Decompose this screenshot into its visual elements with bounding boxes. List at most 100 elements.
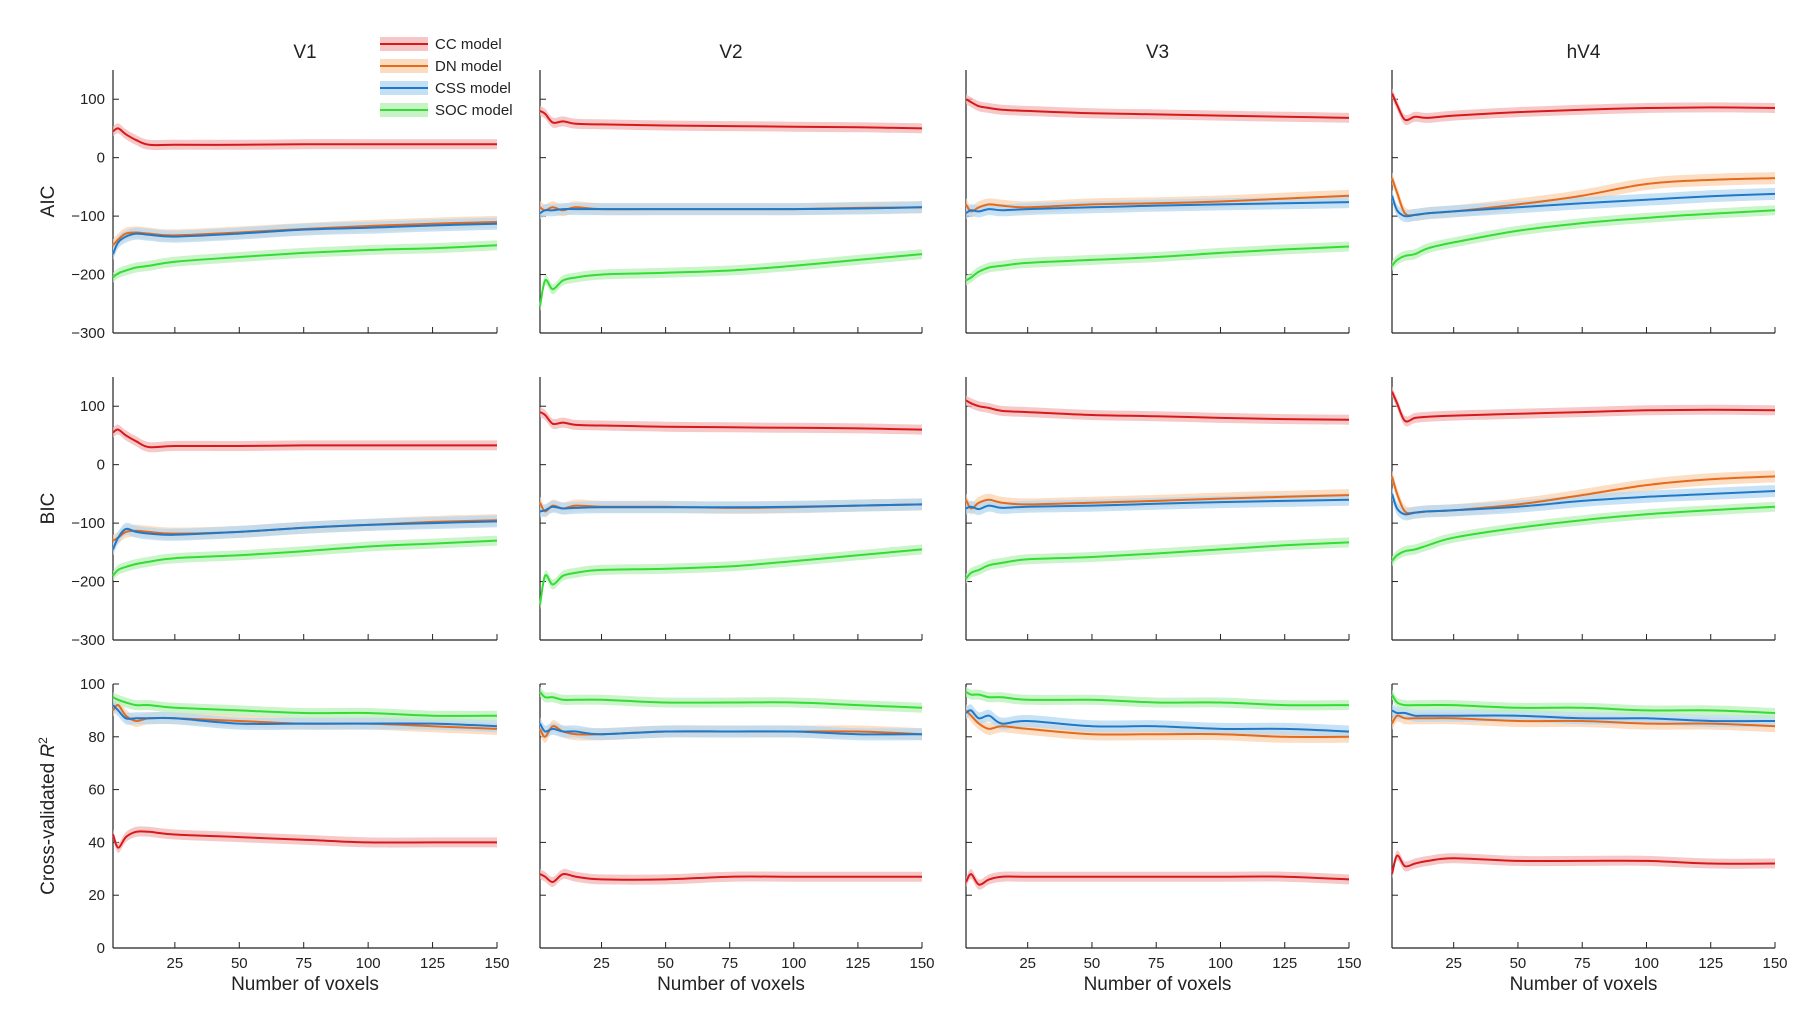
band-soc (966, 241, 1349, 286)
x-tick-label: 25 (1019, 955, 1036, 972)
band-css (113, 515, 497, 556)
series-line-cc (112, 830, 497, 849)
x-axis-label: Number of voxels (1084, 974, 1232, 995)
band-soc (966, 537, 1349, 584)
panel-r0-c1 (539, 70, 923, 334)
panel-r0-c2 (965, 70, 1350, 334)
series-line-cc (1391, 92, 1776, 122)
x-tick-label: 125 (420, 955, 445, 972)
series-line-soc (1391, 694, 1776, 714)
band-cc (540, 868, 922, 888)
series-line-css (112, 520, 498, 550)
panel-r1-c1 (539, 377, 923, 641)
series-line-css (965, 498, 1350, 511)
band-css (1392, 187, 1775, 223)
y-tick-label: 100 (80, 676, 105, 693)
series-line-css (965, 201, 1350, 215)
x-tick-label: 75 (295, 955, 312, 972)
series-line-css (965, 709, 1350, 733)
y-axis-label: AIC (38, 186, 59, 218)
x-tick-label: 50 (231, 955, 248, 972)
x-tick-label: 25 (1445, 955, 1462, 972)
series-line-dn (112, 221, 498, 247)
series-line-soc (1391, 505, 1776, 562)
series-line-css (539, 206, 923, 215)
band-cc (1392, 386, 1775, 427)
series-line-soc (965, 245, 1350, 282)
series-line-soc (539, 691, 923, 709)
series-line-css (539, 723, 923, 736)
series-line-css (1391, 192, 1776, 218)
band-cc (966, 94, 1349, 123)
y-tick-label: −200 (71, 267, 105, 284)
column-title-hv4: hV4 (1567, 42, 1601, 63)
band-cc (966, 869, 1349, 890)
y-tick-label: −300 (71, 632, 105, 649)
series-line-soc (1391, 209, 1776, 267)
x-tick-label: 50 (1510, 955, 1527, 972)
panel-r2-c0: 100 80 60 40 20 0 25 50 75 100 125 150 Number of vox… (80, 676, 510, 995)
x-tick-label: 150 (484, 955, 509, 972)
x-tick-label: 50 (657, 955, 674, 972)
y-tick-label: −300 (71, 325, 105, 342)
band-cc (540, 105, 922, 134)
panel-r1-c0: 100 0 −100 −200 −300 (71, 377, 498, 649)
x-tick-label: 100 (356, 955, 381, 972)
band-cc (113, 123, 497, 151)
legend: CC model DN model CSS model SOC model (380, 36, 513, 119)
y-tick-label: −100 (71, 208, 105, 225)
y-tick-label: 100 (80, 398, 105, 415)
band-css (1392, 485, 1775, 521)
panel-r0-c0: 100 0 −100 −200 −300 (71, 70, 498, 342)
series-line-soc (112, 244, 498, 279)
series-line-soc (112, 696, 498, 717)
series-line-soc (112, 539, 498, 577)
x-tick-label: 25 (593, 955, 610, 972)
x-tick-label: 150 (1336, 955, 1361, 972)
band-soc (113, 535, 497, 581)
panel-r0-c3 (1391, 70, 1776, 334)
x-tick-label: 100 (1208, 955, 1233, 972)
x-axis-label: Number of voxels (1510, 974, 1658, 995)
x-tick-label: 75 (721, 955, 738, 972)
panel-r2-c1: 25 50 75 100 125 150 Number of voxels (539, 683, 935, 995)
x-tick-label: 25 (167, 955, 184, 972)
band-cc (540, 407, 922, 435)
series-line-soc (965, 541, 1350, 580)
band-cc (113, 424, 497, 453)
series-line-cc (965, 399, 1350, 421)
band-css (113, 217, 497, 261)
y-tick-label: 0 (97, 150, 105, 167)
legend-label-dn: DN model (435, 58, 502, 75)
column-title-v2: V2 (719, 42, 742, 63)
y-tick-label: 100 (80, 91, 105, 108)
series-line-css (1391, 709, 1776, 723)
y-tick-label: 0 (97, 940, 105, 957)
series-line-cc (112, 428, 497, 449)
series-line-dn (965, 194, 1350, 213)
legend-label-cc: CC model (435, 36, 502, 53)
column-title-v3: V3 (1146, 42, 1169, 63)
band-css (540, 201, 922, 220)
x-tick-label: 150 (909, 955, 934, 972)
y-tick-label: 40 (88, 834, 105, 851)
series-line-cc (539, 872, 922, 883)
y-axis-label: Cross-validated R2 (36, 737, 59, 895)
band-cc (1392, 850, 1775, 880)
band-cc (1392, 88, 1775, 126)
series-line-dn (1391, 714, 1776, 728)
series-line-cc (1391, 391, 1776, 423)
series-line-dn (965, 494, 1350, 510)
x-tick-label: 75 (1148, 955, 1165, 972)
series-line-dn (965, 709, 1350, 738)
legend-label-soc: SOC model (435, 102, 513, 119)
x-tick-label: 150 (1762, 955, 1787, 972)
y-tick-label: 60 (88, 782, 105, 799)
y-tick-label: 20 (88, 887, 105, 904)
x-tick-label: 125 (1698, 955, 1723, 972)
panel-r1-c2 (965, 377, 1350, 641)
x-tick-label: 125 (1272, 955, 1297, 972)
y-tick-label: −100 (71, 515, 105, 532)
x-tick-label: 100 (1634, 955, 1659, 972)
